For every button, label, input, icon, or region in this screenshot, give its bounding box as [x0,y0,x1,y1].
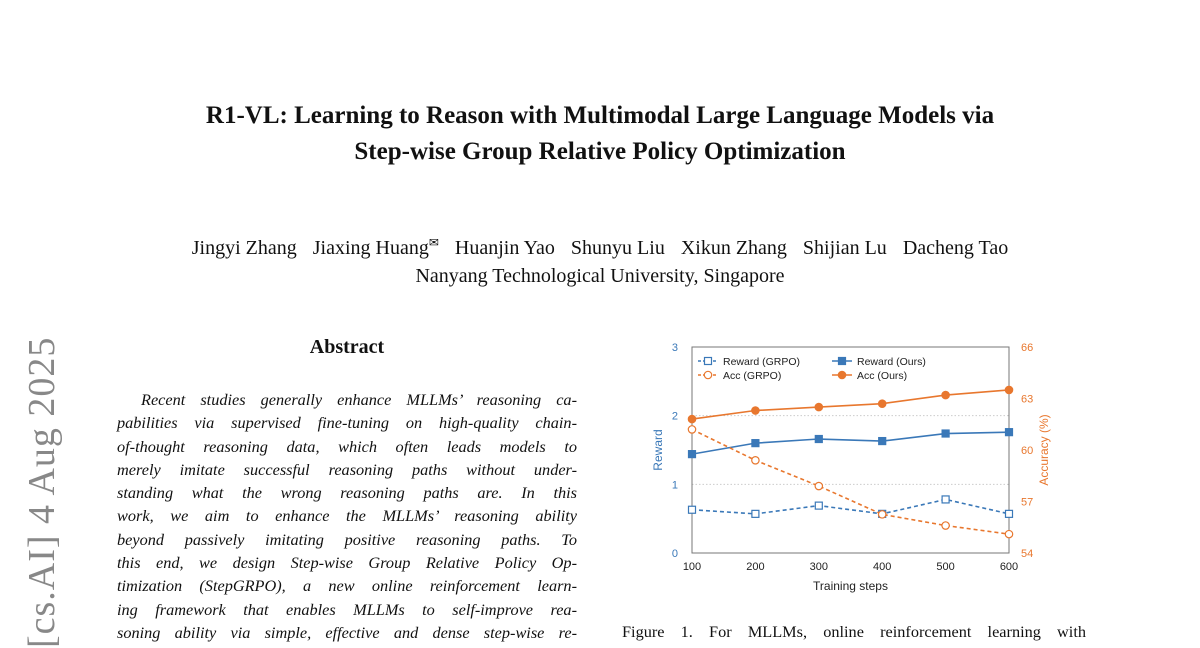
author: Shunyu Liu [570,236,665,259]
y-tick-label: 0 [672,548,678,560]
data-point [814,501,823,510]
x-tick-label: 300 [810,561,828,573]
author: Dacheng Tao [902,236,1009,259]
x-tick-label: 600 [1000,561,1018,573]
figure-1-chart: 0 1 2 3 54 57 60 63 66 100 200 300 400 500 600 Training… [651,342,1051,593]
author: Shijian Lu [802,236,887,259]
y-tick-label: 3 [672,342,678,354]
author: Jingyi Zhang [191,236,297,259]
author: Xikun Zhang [680,236,787,259]
series-line [691,428,1010,535]
legend-marker [837,370,847,380]
x-tick-label: 500 [936,561,954,573]
data-point [878,436,887,446]
series-line [691,389,1010,420]
data-point [751,509,760,518]
data-point [1004,529,1014,539]
data-point [877,510,887,519]
figure-caption: Figure 1. For MLLMs, online reinforcemen… [622,622,1086,641]
data-point [687,414,697,424]
abstract-body: Recent studies generally enhance MLLMs’ … [117,388,577,644]
abstract-line: work, we aim to enhance the MLLMs’ reaso… [117,506,577,526]
data-point [941,521,950,530]
plot-frame [691,346,1010,554]
y-right-tick-label: 57 [1021,497,1033,509]
legend-label: Acc (Ours) [857,370,907,382]
y-tick-label: 2 [672,411,678,423]
abstract-line: of-thought reasoning data, which often l… [117,436,577,456]
y-tick-label: 1 [672,479,678,491]
abstract-line: beyond passively imitating positive reas… [117,529,577,549]
data-point [687,425,697,434]
legend-marker [703,356,713,366]
legend-marker [703,370,713,380]
y-right-axis-label: Accuracy (%) [1037,414,1051,485]
data-point [814,434,823,444]
data-point [814,481,824,491]
data-point [877,399,887,408]
abstract-line: ing framework that enables MLLMs to self… [117,599,577,619]
data-point [941,495,950,504]
x-tick-label: 200 [746,561,764,573]
y-axis-label: Reward [651,429,665,470]
data-point [751,456,760,465]
affiliation: Nanyang Technological University, Singap… [415,264,785,287]
abstract-line: pabilities via supervised fine-tuning on… [117,413,577,433]
data-point [751,439,760,448]
legend-label: Reward (Ours) [857,356,926,368]
abstract-line: standing what the wrong reasoning paths … [117,483,577,503]
data-point [941,429,950,438]
author: Huanjin Yao [454,236,555,259]
legend-marker [837,356,847,366]
author: Jiaxing Huang✉ [312,235,439,259]
data-point [687,450,697,459]
y-right-tick-label: 66 [1021,342,1033,354]
series-line [691,498,1010,515]
data-point [687,505,697,514]
legend-label: Reward (GRPO) [723,356,800,368]
author-list: Jingyi Zhang Jiaxing Huang✉ Huanjin Yao Shu… [0,228,1200,262]
x-axis-label: Training steps [813,579,888,593]
x-tick-label: 400 [873,561,891,573]
arxiv-stamp: [cs.AI] 4 Aug 2025 [21,336,63,648]
y-right-tick-label: 60 [1021,445,1033,457]
abstract-line: timization (StepGRPO), a new online rein… [117,576,577,596]
abstract-line: Recent studies generally enhance MLLMs’ … [141,390,577,409]
data-point [941,390,950,400]
y-right-tick-label: 54 [1021,548,1033,560]
data-point [814,402,824,412]
paper-title: R1-VL: Learning to Reason with Multimoda… [205,102,995,165]
data-point [751,406,760,415]
x-tick-label: 100 [683,561,701,573]
mail-icon: ✉ [428,235,439,249]
abstract-heading: Abstract [309,336,385,358]
abstract-line: soning ability via simple, effective and… [117,622,577,642]
author-block: Jingyi Zhang Jiaxing Huang✉ Huanjin Yao Shu… [0,228,1200,290]
data-point [1004,385,1014,395]
y-right-tick-label: 63 [1021,394,1033,406]
series-line [691,431,1010,455]
data-point [1004,428,1014,437]
abstract-line: merely imitate successful reasoning path… [117,459,577,479]
legend-label: Acc (GRPO) [723,370,781,382]
data-point [1004,509,1014,518]
abstract-line: this end, we design Step-wise Group Rela… [117,553,577,573]
